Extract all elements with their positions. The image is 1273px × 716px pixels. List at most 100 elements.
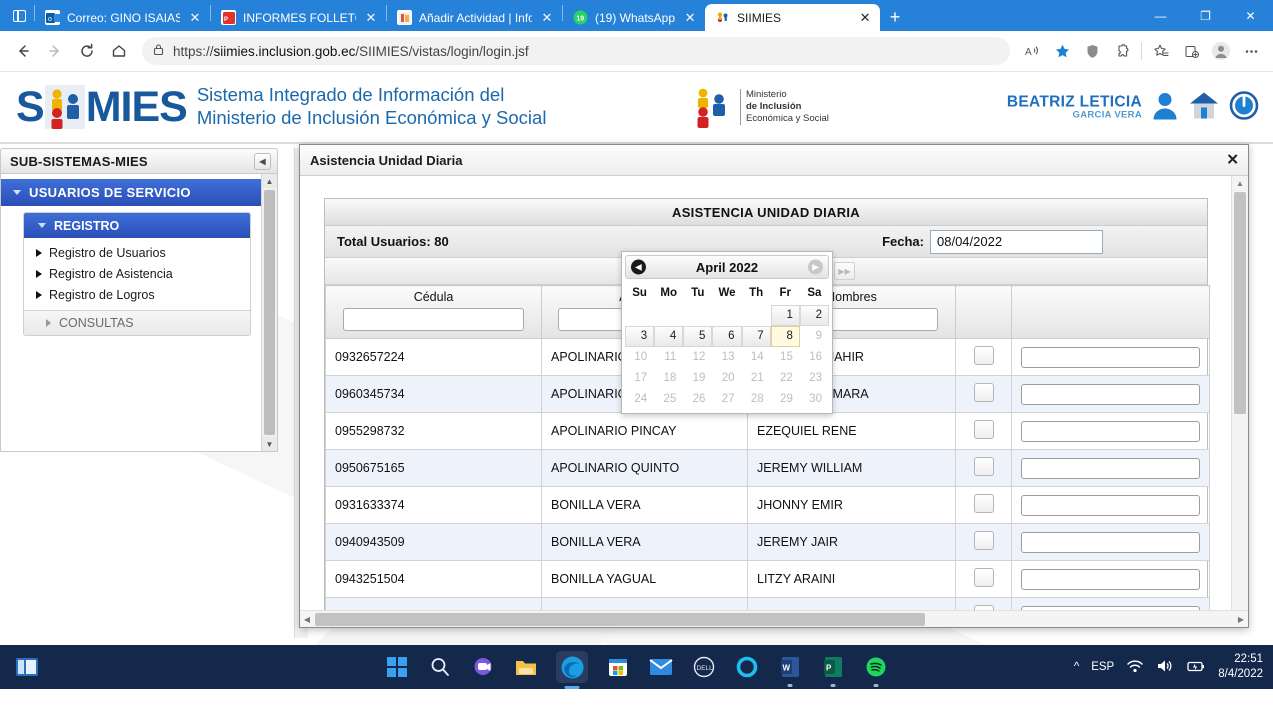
cortana-icon[interactable] bbox=[734, 654, 760, 680]
fecha-input[interactable]: 08/04/2022 bbox=[930, 229, 1103, 254]
cell-asistencia-checkbox[interactable] bbox=[955, 338, 1012, 376]
minimize-button[interactable]: — bbox=[1154, 8, 1167, 23]
next-month-icon[interactable]: ▶ bbox=[808, 259, 823, 275]
search-icon[interactable] bbox=[427, 654, 453, 680]
column-header-asistencia[interactable] bbox=[955, 285, 1012, 339]
mail-icon[interactable] bbox=[648, 654, 674, 680]
tray-chevron-icon[interactable]: ^ bbox=[1073, 661, 1080, 673]
filter-input-cedula[interactable] bbox=[343, 308, 524, 331]
read-aloud-icon[interactable]: A bbox=[1018, 37, 1046, 65]
attendance-checkbox[interactable] bbox=[973, 383, 994, 402]
scrollbar-thumb[interactable] bbox=[315, 612, 925, 626]
tab-close-icon[interactable]: ✕ bbox=[541, 10, 553, 25]
maximize-button[interactable]: ❐ bbox=[1200, 8, 1211, 23]
calendar-day-7[interactable]: 7 bbox=[741, 326, 771, 347]
address-bar[interactable]: https://siimies.inclusion.gob.ec/SIIMIES… bbox=[142, 37, 1010, 65]
tab-close-icon[interactable]: ✕ bbox=[189, 10, 201, 25]
browser-tab-4-active[interactable]: SIIMIES ✕ bbox=[705, 4, 881, 31]
scrollbar-thumb[interactable] bbox=[1234, 192, 1246, 414]
home-icon[interactable] bbox=[104, 36, 134, 66]
modal-close-icon[interactable]: ✕ bbox=[1226, 151, 1239, 169]
calendar-day-5[interactable]: 5 bbox=[683, 326, 713, 347]
store-icon[interactable] bbox=[605, 654, 631, 680]
home-icon[interactable] bbox=[1188, 91, 1220, 124]
modal-horizontal-scrollbar[interactable]: ◀ ▶ bbox=[300, 610, 1248, 627]
sidebar-scrollbar[interactable]: ▲ ▼ bbox=[261, 174, 277, 451]
attendance-checkbox[interactable] bbox=[973, 568, 994, 587]
scroll-up-icon[interactable]: ▲ bbox=[1236, 179, 1244, 188]
cell-observacion[interactable] bbox=[1011, 338, 1210, 376]
attendance-checkbox[interactable] bbox=[973, 531, 994, 550]
observacion-input[interactable] bbox=[1021, 457, 1200, 479]
tab-close-icon[interactable]: ✕ bbox=[365, 10, 377, 25]
language-indicator[interactable]: ESP bbox=[1091, 661, 1115, 673]
cell-observacion[interactable] bbox=[1011, 375, 1210, 413]
back-icon[interactable] bbox=[8, 36, 38, 66]
word-icon[interactable]: W bbox=[777, 654, 803, 680]
observacion-input[interactable] bbox=[1021, 383, 1200, 405]
sidebar-item-registro-de-asistencia[interactable]: Registro de Asistencia bbox=[24, 263, 250, 284]
power-logout-icon[interactable] bbox=[1229, 91, 1259, 124]
scrollbar-thumb[interactable] bbox=[264, 190, 275, 435]
table-row[interactable]: 0943251504 BONILLA YAGUAL LITZY ARAINI bbox=[325, 560, 1210, 598]
collections-icon[interactable] bbox=[1177, 37, 1205, 65]
favorites-list-icon[interactable] bbox=[1147, 37, 1175, 65]
calendar-day-4[interactable]: 4 bbox=[654, 326, 684, 347]
shield-icon[interactable] bbox=[1078, 37, 1106, 65]
attendance-checkbox[interactable] bbox=[973, 457, 994, 476]
task-view-icon[interactable] bbox=[14, 654, 40, 680]
cell-asistencia-checkbox[interactable] bbox=[955, 375, 1012, 413]
wifi-icon[interactable] bbox=[1126, 658, 1144, 677]
tab-close-icon[interactable]: ✕ bbox=[859, 10, 871, 25]
observacion-input[interactable] bbox=[1021, 494, 1200, 516]
scroll-down-icon[interactable]: ▼ bbox=[262, 437, 277, 451]
column-header-observacion[interactable] bbox=[1011, 285, 1210, 339]
observacion-input[interactable] bbox=[1021, 346, 1200, 368]
calendar-day-1[interactable]: 1 bbox=[770, 305, 800, 326]
reload-icon[interactable] bbox=[72, 36, 102, 66]
attendance-checkbox[interactable] bbox=[973, 494, 994, 513]
browser-tab-3[interactable]: 19 (19) WhatsApp ✕ bbox=[563, 4, 705, 31]
window-menu-icon[interactable] bbox=[4, 0, 34, 31]
sidebar-subgroup-registro[interactable]: REGISTRO bbox=[24, 213, 250, 238]
publisher-icon[interactable]: P bbox=[820, 654, 846, 680]
cell-observacion[interactable] bbox=[1011, 486, 1210, 524]
volume-icon[interactable] bbox=[1156, 658, 1174, 677]
browser-tab-2[interactable]: Añadir Actividad | Informe ✕ bbox=[387, 4, 562, 31]
sidebar-item-registro-de-logros[interactable]: Registro de Logros bbox=[24, 284, 250, 305]
battery-icon[interactable] bbox=[1186, 658, 1206, 677]
calendar-day-2[interactable]: 2 bbox=[799, 305, 829, 326]
cell-observacion[interactable] bbox=[1011, 523, 1210, 561]
sidebar-group-usuarios-de-servicio[interactable]: USUARIOS DE SERVICIO bbox=[1, 179, 261, 206]
start-icon[interactable] bbox=[384, 654, 410, 680]
calendar-day-6[interactable]: 6 bbox=[712, 326, 742, 347]
tab-close-icon[interactable]: ✕ bbox=[684, 10, 696, 25]
browser-tab-0[interactable]: o Correo: GINO ISAIAS GAL ✕ bbox=[35, 4, 210, 31]
sidebar-group-consultas[interactable]: CONSULTAS bbox=[24, 310, 250, 335]
cell-observacion[interactable] bbox=[1011, 412, 1210, 450]
cell-asistencia-checkbox[interactable] bbox=[955, 412, 1012, 450]
profile-avatar-icon[interactable] bbox=[1207, 37, 1235, 65]
browser-tab-1[interactable]: P INFORMES FOLLETO PUN ✕ bbox=[211, 4, 386, 31]
favorite-star-icon[interactable] bbox=[1048, 37, 1076, 65]
dell-icon[interactable]: DELL bbox=[691, 654, 717, 680]
table-row[interactable]: 0940943509 BONILLA VERA JEREMY JAIR bbox=[325, 523, 1210, 561]
teams-icon[interactable] bbox=[470, 654, 496, 680]
explorer-icon[interactable] bbox=[513, 654, 539, 680]
cell-asistencia-checkbox[interactable] bbox=[955, 449, 1012, 487]
scroll-up-icon[interactable]: ▲ bbox=[262, 174, 277, 188]
cell-asistencia-checkbox[interactable] bbox=[955, 560, 1012, 598]
scroll-left-icon[interactable]: ◀ bbox=[303, 614, 311, 624]
observacion-input[interactable] bbox=[1021, 420, 1200, 442]
extensions-icon[interactable] bbox=[1108, 37, 1136, 65]
siimies-logo[interactable]: S MIES Sistema Integrado de Información … bbox=[0, 84, 546, 129]
settings-more-icon[interactable] bbox=[1237, 37, 1265, 65]
calendar-day-8[interactable]: 8 bbox=[770, 326, 800, 347]
modal-vertical-scrollbar[interactable]: ▲ bbox=[1231, 176, 1248, 610]
new-tab-button[interactable]: + bbox=[889, 7, 901, 27]
calendar-day-3[interactable]: 3 bbox=[625, 326, 655, 347]
edge-icon[interactable] bbox=[556, 651, 588, 683]
table-row[interactable]: 0950675165 APOLINARIO QUINTO JEREMY WILLIA… bbox=[325, 449, 1210, 487]
scroll-right-icon[interactable]: ▶ bbox=[1237, 614, 1245, 624]
attendance-checkbox[interactable] bbox=[973, 346, 994, 365]
